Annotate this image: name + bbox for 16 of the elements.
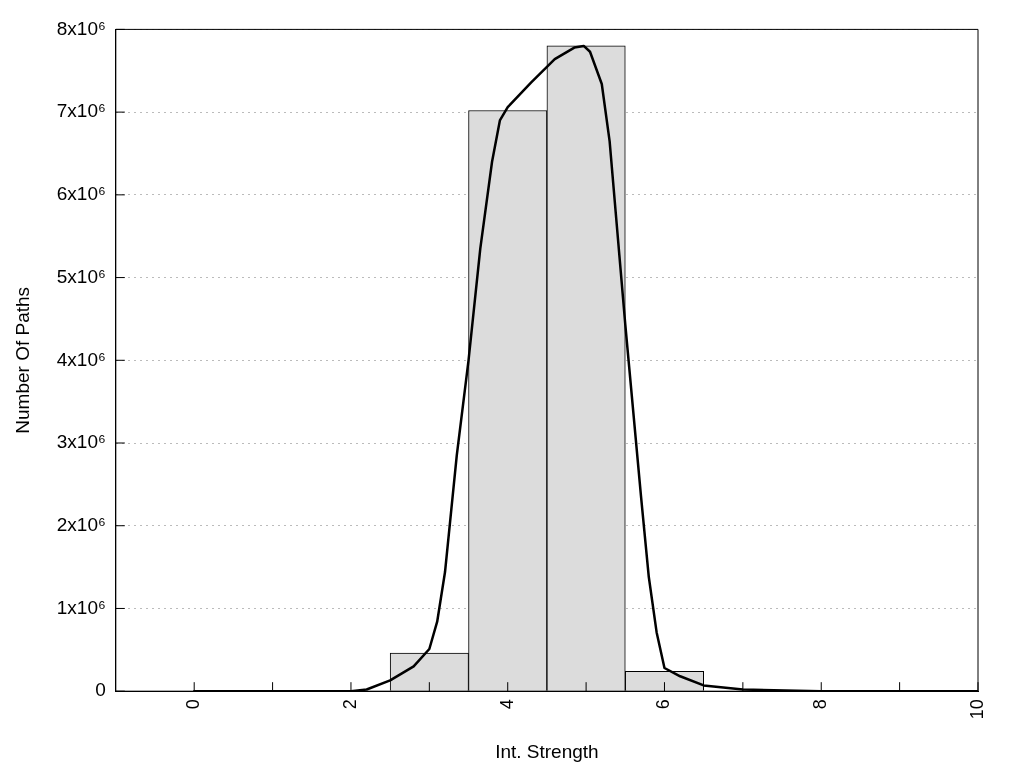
x-axis-title: Int. Strength — [495, 740, 599, 762]
x-tick-label: 8 — [810, 699, 831, 710]
y-tick-label: 8x10⁶ — [56, 17, 106, 39]
y-tick-label: 7x10⁶ — [56, 100, 106, 122]
y-tick-label: 3x10⁶ — [56, 431, 106, 453]
y-tick-label: 5x10⁶ — [56, 265, 106, 287]
y-tick-label: 2x10⁶ — [56, 513, 106, 535]
y-tick-label: 4x10⁶ — [56, 348, 106, 370]
x-tick-label: 6 — [653, 699, 674, 710]
x-tick-label: 10 — [966, 699, 987, 720]
x-tick-label: 4 — [496, 699, 517, 710]
x-tick-label: 2 — [339, 699, 360, 710]
y-axis-title: Number Of Paths — [11, 286, 33, 434]
x-tick-label: 0 — [183, 699, 204, 710]
y-tick-label: 1x10⁶ — [56, 596, 106, 618]
y-tick-label: 6x10⁶ — [56, 183, 106, 205]
